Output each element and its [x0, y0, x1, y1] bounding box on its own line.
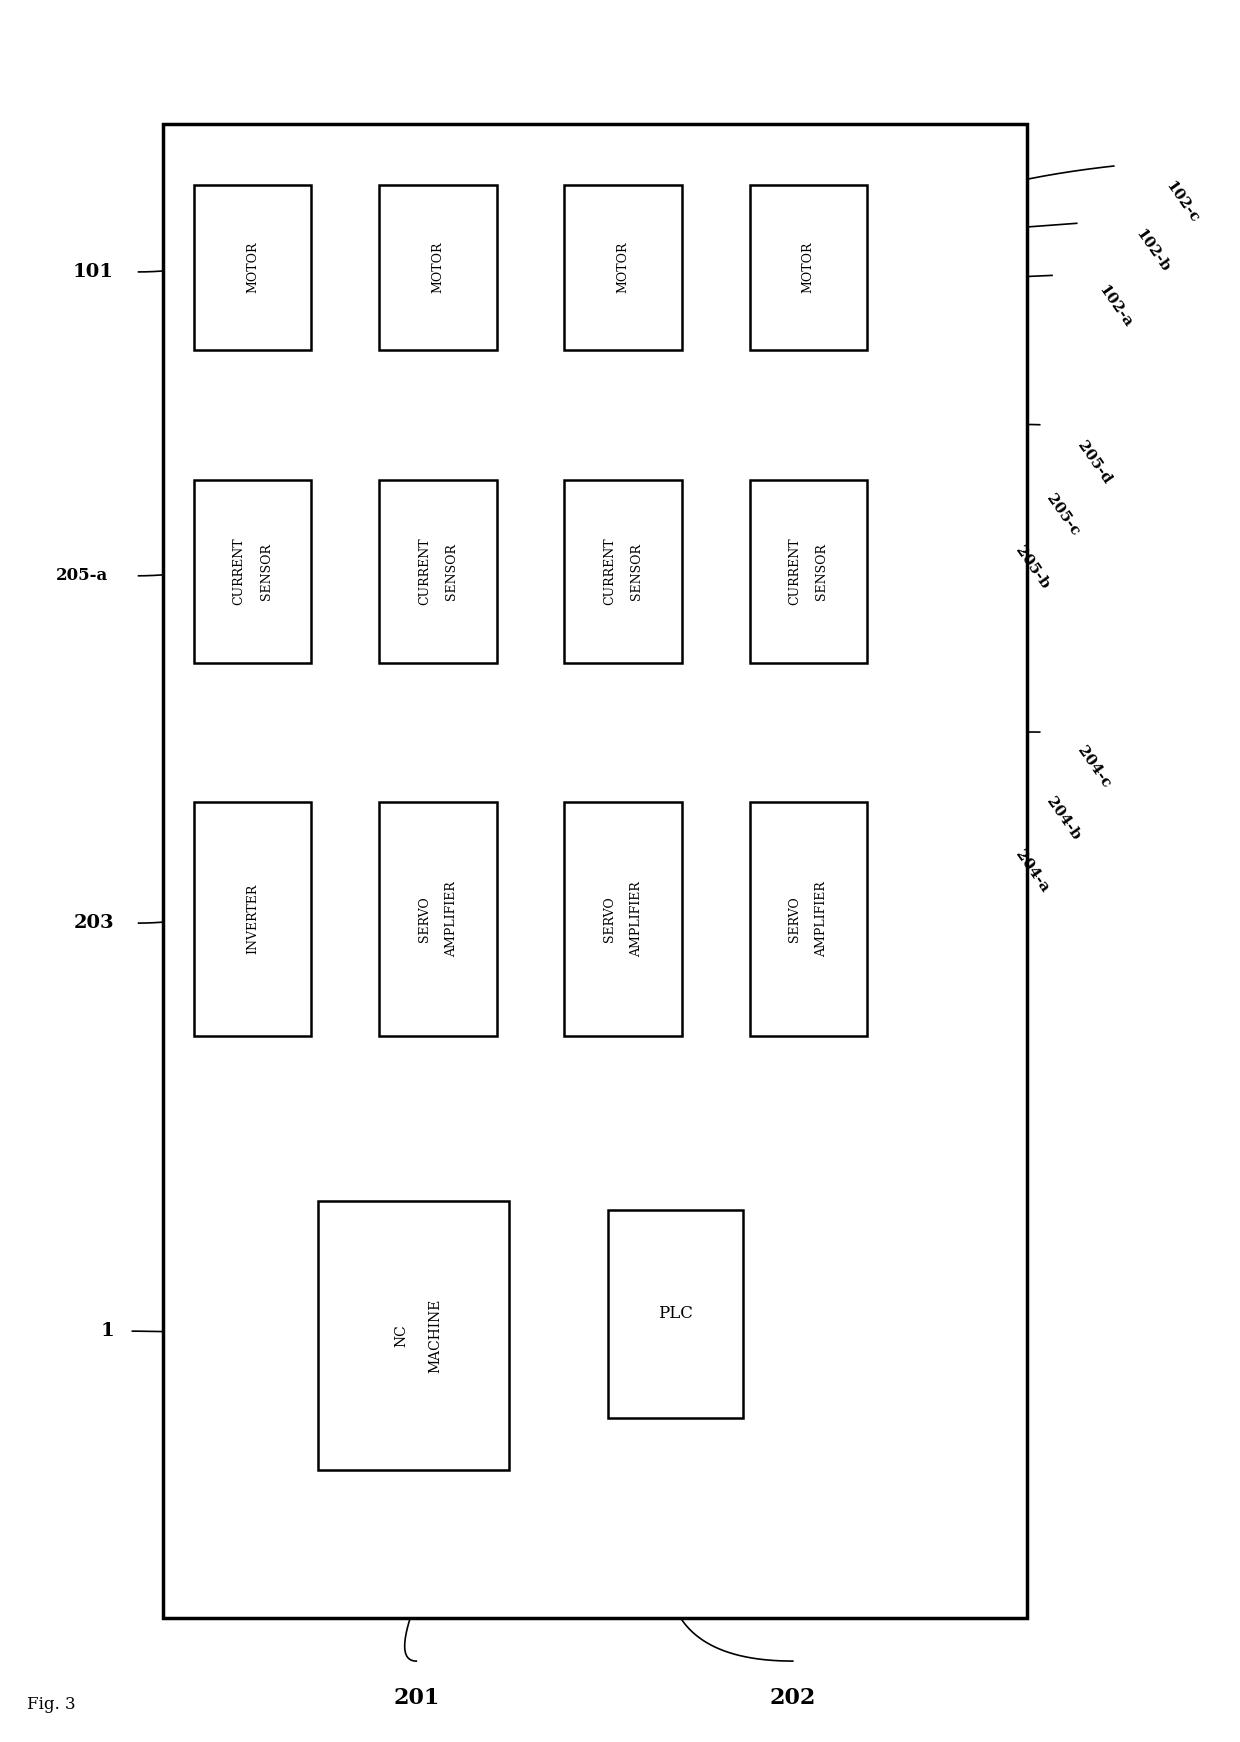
Text: 102-b: 102-b	[1132, 226, 1172, 275]
FancyBboxPatch shape	[750, 801, 867, 1036]
FancyBboxPatch shape	[379, 185, 496, 350]
FancyBboxPatch shape	[195, 185, 311, 350]
Text: 1: 1	[100, 1322, 114, 1340]
FancyBboxPatch shape	[164, 124, 1028, 1618]
FancyBboxPatch shape	[195, 801, 311, 1036]
FancyBboxPatch shape	[750, 185, 867, 350]
Text: CURRENT: CURRENT	[233, 538, 246, 604]
Text: SENSOR: SENSOR	[630, 544, 644, 599]
FancyBboxPatch shape	[317, 1200, 508, 1470]
Text: 204-b: 204-b	[1043, 794, 1083, 843]
FancyBboxPatch shape	[195, 481, 311, 662]
Text: 203: 203	[73, 915, 114, 932]
Text: AMPLIFIER: AMPLIFIER	[630, 881, 644, 956]
FancyBboxPatch shape	[379, 481, 496, 662]
Text: CURRENT: CURRENT	[603, 538, 616, 604]
FancyBboxPatch shape	[608, 1209, 744, 1418]
Text: 101: 101	[73, 263, 114, 280]
Text: SERVO: SERVO	[789, 895, 801, 942]
FancyBboxPatch shape	[564, 801, 682, 1036]
Text: INVERTER: INVERTER	[247, 883, 259, 955]
Text: MOTOR: MOTOR	[432, 242, 444, 293]
Text: CURRENT: CURRENT	[789, 538, 801, 604]
Text: CURRENT: CURRENT	[418, 538, 430, 604]
Text: 201: 201	[393, 1688, 439, 1709]
Text: 102-a: 102-a	[1095, 282, 1135, 331]
Text: 205-a: 205-a	[56, 568, 108, 584]
Text: NC: NC	[394, 1324, 408, 1347]
Text: MACHINE: MACHINE	[429, 1298, 443, 1373]
Text: SENSOR: SENSOR	[445, 544, 458, 599]
Text: 204-c: 204-c	[1074, 744, 1114, 791]
Text: 102-c: 102-c	[1163, 179, 1202, 226]
FancyBboxPatch shape	[564, 185, 682, 350]
Text: 204-a: 204-a	[1013, 847, 1052, 895]
Text: 202: 202	[770, 1688, 816, 1709]
Text: AMPLIFIER: AMPLIFIER	[816, 881, 828, 956]
Text: SENSOR: SENSOR	[260, 544, 273, 599]
Text: MOTOR: MOTOR	[247, 242, 259, 293]
Text: AMPLIFIER: AMPLIFIER	[445, 881, 458, 956]
Text: 205-d: 205-d	[1074, 439, 1114, 486]
FancyBboxPatch shape	[750, 481, 867, 662]
Text: SENSOR: SENSOR	[816, 544, 828, 599]
FancyBboxPatch shape	[564, 481, 682, 662]
Text: MOTOR: MOTOR	[802, 242, 815, 293]
Text: MOTOR: MOTOR	[616, 242, 630, 293]
Text: PLC: PLC	[658, 1305, 693, 1322]
Text: 205-c: 205-c	[1043, 491, 1083, 538]
Text: 205-b: 205-b	[1013, 544, 1052, 591]
Text: Fig. 3: Fig. 3	[27, 1697, 76, 1712]
Text: SERVO: SERVO	[603, 895, 616, 942]
FancyBboxPatch shape	[379, 801, 496, 1036]
Text: SERVO: SERVO	[418, 895, 430, 942]
